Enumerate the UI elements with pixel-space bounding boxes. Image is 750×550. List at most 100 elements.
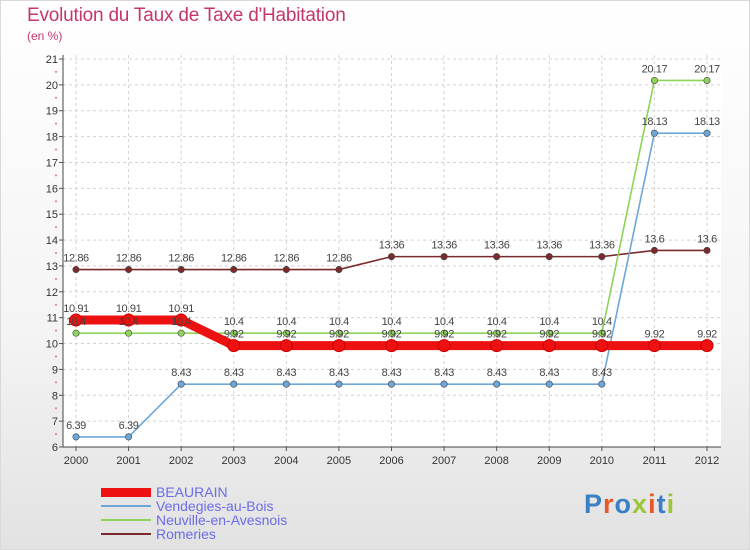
data-label: 8.43 bbox=[434, 367, 454, 379]
data-label: 13.6 bbox=[697, 233, 717, 245]
legend-item: BEAURAIN bbox=[101, 484, 341, 500]
data-point bbox=[545, 380, 553, 388]
brand-logo: Proxiti bbox=[584, 489, 675, 520]
legend-swatch bbox=[101, 505, 151, 507]
data-point bbox=[598, 253, 606, 261]
data-label: 10.4 bbox=[66, 316, 86, 328]
data-point bbox=[335, 380, 343, 388]
chart-subtitle: (en %) bbox=[27, 29, 63, 43]
data-point bbox=[647, 339, 661, 353]
legend-label: Neuville-en-Avesnois bbox=[156, 512, 288, 528]
y-minor-tick bbox=[55, 407, 57, 410]
data-label: 10.4 bbox=[434, 316, 454, 328]
data-point bbox=[598, 380, 606, 388]
data-label: 13.36 bbox=[379, 240, 405, 252]
y-tick-label: 13 bbox=[46, 261, 58, 273]
data-label: 10.91 bbox=[168, 303, 194, 315]
y-minor-tick bbox=[55, 381, 57, 384]
y-minor-tick bbox=[55, 277, 57, 280]
brand-letter: x bbox=[632, 489, 649, 519]
x-tick-label: 2011 bbox=[643, 455, 667, 467]
data-label: 9.92 bbox=[434, 329, 454, 341]
data-label: 12.86 bbox=[168, 253, 194, 265]
y-minor-tick bbox=[55, 200, 57, 203]
data-point bbox=[493, 380, 501, 388]
data-point bbox=[282, 266, 290, 274]
y-tick-label: 18 bbox=[46, 132, 58, 144]
data-label: 12.86 bbox=[274, 253, 300, 265]
data-point bbox=[387, 253, 395, 261]
data-label: 12.86 bbox=[221, 253, 247, 265]
y-tick-label: 9 bbox=[52, 364, 58, 376]
legend-swatch bbox=[101, 487, 151, 497]
data-point bbox=[230, 266, 238, 274]
data-label: 9.92 bbox=[645, 329, 665, 341]
legend-label: Vendegies-au-Bois bbox=[156, 498, 274, 514]
data-label: 10.4 bbox=[171, 316, 191, 328]
data-point bbox=[493, 329, 501, 337]
y-tick-label: 7 bbox=[52, 416, 58, 428]
data-point bbox=[387, 380, 395, 388]
x-tick-label: 2012 bbox=[695, 455, 719, 467]
data-label: 9.92 bbox=[224, 329, 244, 341]
x-tick-label: 2009 bbox=[537, 455, 561, 467]
data-label: 9.92 bbox=[487, 329, 507, 341]
data-label: 9.92 bbox=[592, 329, 612, 341]
data-label: 9.92 bbox=[329, 329, 349, 341]
data-label: 20.17 bbox=[642, 63, 668, 75]
y-tick-label: 16 bbox=[46, 183, 58, 195]
data-point bbox=[72, 266, 80, 274]
y-tick-label: 6 bbox=[52, 442, 58, 454]
legend-item: Neuville-en-Avesnois bbox=[101, 512, 341, 528]
data-label: 6.39 bbox=[119, 420, 139, 432]
data-label: 10.4 bbox=[224, 316, 244, 328]
data-label: 9.92 bbox=[382, 329, 402, 341]
data-point bbox=[542, 339, 556, 353]
data-point bbox=[437, 339, 451, 353]
brand-letter: o bbox=[614, 489, 633, 519]
y-tick-label: 19 bbox=[46, 106, 58, 118]
data-label: 9.92 bbox=[697, 329, 717, 341]
brand-letter: i bbox=[648, 489, 657, 519]
data-label: 18.13 bbox=[694, 116, 720, 128]
data-point bbox=[177, 266, 185, 274]
y-minor-tick bbox=[55, 148, 57, 151]
data-point bbox=[125, 266, 133, 274]
data-point bbox=[440, 380, 448, 388]
data-label: 10.4 bbox=[539, 316, 559, 328]
legend-label: BEAURAIN bbox=[156, 484, 228, 500]
data-point bbox=[595, 339, 609, 353]
data-point bbox=[385, 339, 398, 353]
x-tick-label: 2007 bbox=[432, 455, 456, 467]
x-tick-label: 2004 bbox=[274, 455, 298, 467]
y-minor-tick bbox=[55, 252, 57, 254]
data-label: 10.4 bbox=[329, 316, 349, 328]
data-label: 10.91 bbox=[63, 303, 89, 315]
data-point bbox=[335, 266, 343, 274]
y-minor-tick bbox=[55, 174, 57, 177]
data-label: 13.36 bbox=[589, 240, 615, 252]
data-point bbox=[72, 433, 80, 441]
data-point bbox=[174, 313, 188, 327]
data-point bbox=[387, 329, 395, 337]
data-label: 13.36 bbox=[431, 240, 457, 252]
data-label: 8.43 bbox=[487, 367, 507, 379]
y-tick-label: 12 bbox=[46, 287, 58, 299]
y-minor-tick bbox=[55, 355, 57, 358]
y-minor-tick bbox=[55, 433, 57, 436]
data-point bbox=[598, 329, 606, 337]
data-point bbox=[490, 339, 504, 353]
x-tick-label: 2000 bbox=[64, 455, 88, 467]
data-point bbox=[125, 433, 133, 441]
chart-title: Evolution du Taux de Taxe d'Habitation bbox=[27, 5, 346, 26]
data-point bbox=[332, 339, 346, 353]
data-label: 10.4 bbox=[487, 316, 507, 328]
data-point bbox=[72, 329, 80, 337]
data-point bbox=[703, 246, 711, 254]
y-tick-label: 11 bbox=[47, 313, 58, 325]
data-point bbox=[282, 380, 290, 388]
y-minor-tick bbox=[55, 122, 57, 125]
data-point bbox=[493, 253, 501, 261]
